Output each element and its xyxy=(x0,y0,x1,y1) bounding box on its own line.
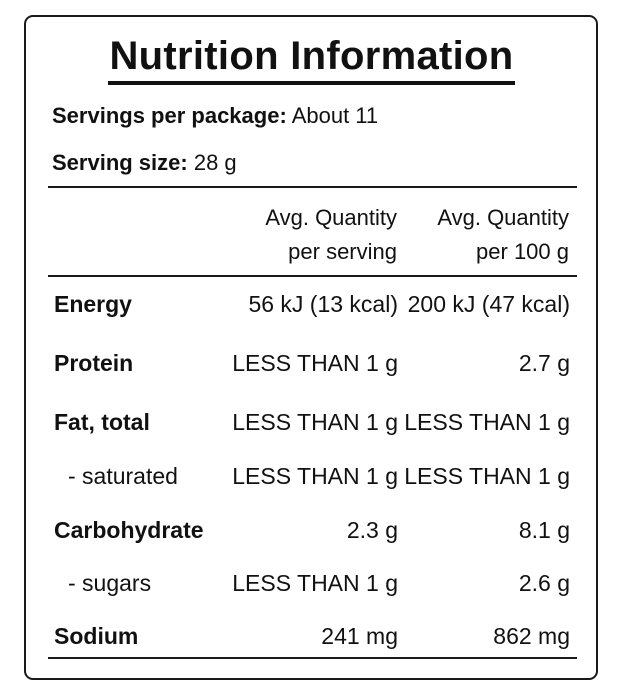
nutrient-per-100g: 862 mg xyxy=(493,623,570,649)
nutrient-name: - sugars xyxy=(68,570,152,596)
column-header-line2: per 100 g xyxy=(476,239,569,264)
nutrient-per-serving: LESS THAN 1 g xyxy=(232,570,398,596)
nutrient-per-100g: 8.1 g xyxy=(518,517,570,543)
nutrient-per-100g: LESS THAN 1 g xyxy=(404,409,570,435)
nutrient-per-100g: 200 kJ (47 kcal) xyxy=(407,291,570,317)
panel-title-text: Nutrition Information xyxy=(108,31,515,85)
nutrient-name: Sodium xyxy=(54,623,139,649)
nutrient-name: Carbohydrate xyxy=(54,517,204,543)
divider-top xyxy=(48,186,577,188)
nutrient-per-serving: LESS THAN 1 g xyxy=(232,463,398,489)
serving-size-label: Serving size: xyxy=(52,150,188,175)
nutrient-row-energy: Energy 56 kJ (13 kcal) 200 kJ (47 kcal) xyxy=(48,287,577,321)
column-header-per-serving: Avg. Quantity per serving xyxy=(265,201,397,269)
divider-bottom xyxy=(48,657,577,659)
column-header-line2: per serving xyxy=(288,239,397,264)
column-header-per-100g: Avg. Quantity per 100 g xyxy=(437,201,569,269)
servings-per-package: Servings per package: About 11 xyxy=(52,101,378,131)
panel-title: Nutrition Information xyxy=(0,28,623,85)
nutrient-row-sodium: Sodium 241 mg 862 mg xyxy=(48,619,577,653)
nutrition-panel xyxy=(24,15,598,680)
nutrient-per-100g: 2.6 g xyxy=(518,570,570,596)
serving-size-value: 28 g xyxy=(193,150,237,175)
servings-per-package-value: About 11 xyxy=(291,103,379,128)
nutrient-row-protein: Protein LESS THAN 1 g 2.7 g xyxy=(48,346,577,380)
divider-header xyxy=(48,275,577,277)
column-header-line1: Avg. Quantity xyxy=(265,205,397,230)
servings-per-package-label: Servings per package: xyxy=(52,103,287,128)
nutrient-name: Protein xyxy=(54,350,134,376)
serving-size: Serving size: 28 g xyxy=(52,148,237,178)
nutrient-per-serving: 2.3 g xyxy=(346,517,398,543)
nutrient-per-serving: 56 kJ (13 kcal) xyxy=(248,291,398,317)
nutrient-row-sugars: - sugars LESS THAN 1 g 2.6 g xyxy=(48,566,577,600)
nutrient-name: Fat, total xyxy=(54,409,150,435)
nutrient-row-fat-total: Fat, total LESS THAN 1 g LESS THAN 1 g xyxy=(48,405,577,439)
nutrient-per-serving: LESS THAN 1 g xyxy=(232,350,398,376)
column-header-line1: Avg. Quantity xyxy=(437,205,569,230)
nutrient-per-100g: 2.7 g xyxy=(518,350,570,376)
nutrient-name: Energy xyxy=(54,291,132,317)
nutrient-per-100g: LESS THAN 1 g xyxy=(404,463,570,489)
nutrient-row-carbohydrate: Carbohydrate 2.3 g 8.1 g xyxy=(48,513,577,547)
nutrient-name: - saturated xyxy=(68,463,178,489)
nutrient-per-serving: LESS THAN 1 g xyxy=(232,409,398,435)
nutrient-per-serving: 241 mg xyxy=(321,623,398,649)
nutrient-row-saturated: - saturated LESS THAN 1 g LESS THAN 1 g xyxy=(48,459,577,493)
